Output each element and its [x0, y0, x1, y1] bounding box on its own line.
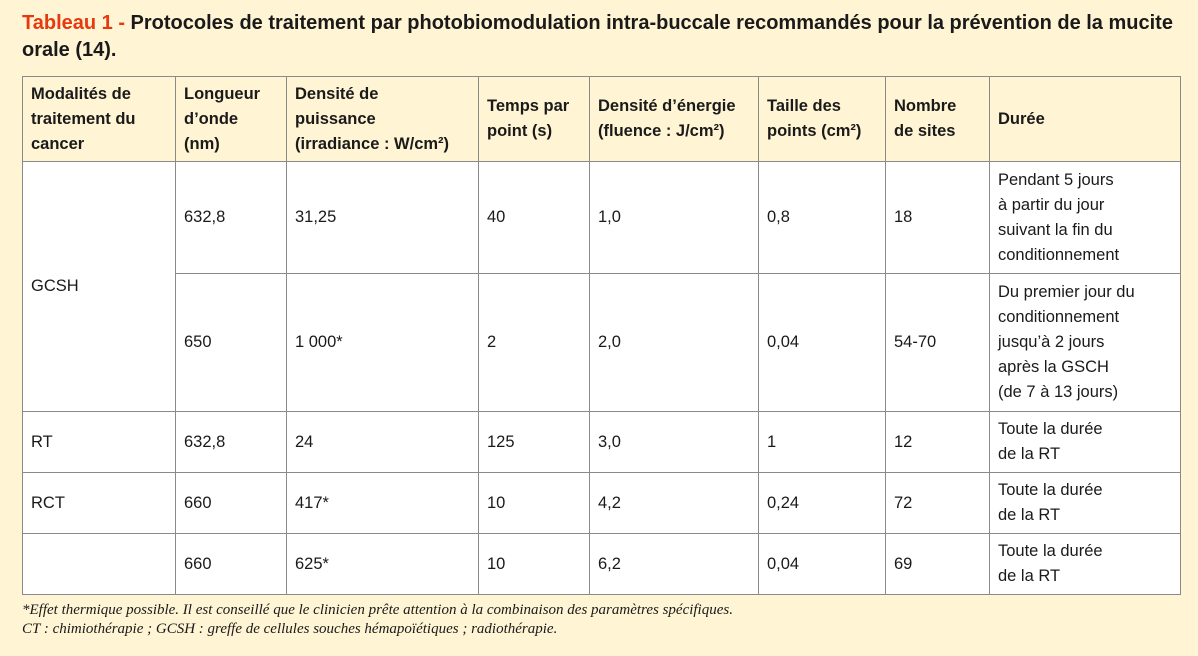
cell-sites: 72	[885, 472, 990, 534]
footnote-abbreviations: CT : chimiothérapie ; GCSH : greffe de c…	[22, 621, 558, 637]
header-fluence: Densité d’énergie (fluence : J/cm²)	[589, 76, 759, 162]
cell-sites: 12	[885, 411, 990, 473]
cell-duration: Toute la durée de la RT	[989, 472, 1181, 534]
cell-spot-size: 0,24	[758, 472, 886, 534]
cell-time: 2	[478, 273, 590, 412]
cell-irradiance: 31,25	[286, 161, 479, 274]
cell-fluence: 2,0	[589, 273, 759, 412]
cell-spot-size: 0,04	[758, 533, 886, 595]
protocol-table: Modalités de traitement du cancer Longue…	[22, 76, 1181, 595]
cell-wavelength: 650	[175, 273, 287, 412]
cell-spot-size: 0,04	[758, 273, 886, 412]
cell-modality: RCT	[22, 472, 176, 534]
cell-time: 10	[478, 472, 590, 534]
cell-sites: 18	[885, 161, 990, 274]
footnotes: *Effet thermique possible. Il est consei…	[22, 601, 1182, 639]
cell-sites: 69	[885, 533, 990, 595]
table-row: 660 625* 10 6,2 0,04 69 Toute la durée d…	[22, 533, 1181, 595]
cell-time: 40	[478, 161, 590, 274]
header-spot-size: Taille des points (cm²)	[758, 76, 886, 162]
cell-duration: Du premier jour du conditionnement jusqu…	[989, 273, 1181, 412]
cell-fluence: 6,2	[589, 533, 759, 595]
header-duration: Durée	[989, 76, 1181, 162]
footnote-thermal: *Effet thermique possible. Il est consei…	[22, 602, 733, 618]
cell-wavelength: 632,8	[175, 411, 287, 473]
header-sites: Nombre de sites	[885, 76, 990, 162]
header-modality: Modalités de traitement du cancer	[22, 76, 176, 162]
cell-time: 125	[478, 411, 590, 473]
table-row: RCT 660 417* 10 4,2 0,24 72 Toute la dur…	[22, 472, 1181, 534]
caption-label: Tableau 1 -	[22, 12, 131, 34]
header-row: Modalités de traitement du cancer Longue…	[22, 76, 1181, 162]
cell-fluence: 4,2	[589, 472, 759, 534]
cell-wavelength: 660	[175, 533, 287, 595]
cell-spot-size: 1	[758, 411, 886, 473]
table-row: GCSH 632,8 31,25 40 1,0 0,8 18 Pendant 5…	[22, 161, 1181, 412]
cell-wavelength: 660	[175, 472, 287, 534]
cell-irradiance: 24	[286, 411, 479, 473]
header-time: Temps par point (s)	[478, 76, 590, 162]
cell-irradiance: 1 000*	[286, 273, 479, 412]
table-row: 650 1 000* 2 2,0 0,04 54-70 Du premier j…	[23, 273, 1181, 412]
cell-irradiance: 417*	[286, 472, 479, 534]
header-irradiance: Densité de puissance (irradiance : W/cm²…	[286, 76, 479, 162]
cell-modality: GCSH	[22, 161, 176, 412]
table-row: RT 632,8 24 125 3,0 1 12 Toute la durée …	[22, 411, 1181, 473]
caption-title: Protocoles de traitement par photobiomod…	[22, 12, 1173, 61]
cell-fluence: 3,0	[589, 411, 759, 473]
cell-sites: 54-70	[885, 273, 990, 412]
table-caption: Tableau 1 - Protocoles de traitement par…	[22, 10, 1192, 64]
cell-wavelength: 632,8	[175, 161, 287, 274]
cell-time: 10	[478, 533, 590, 595]
cell-modality: RT	[22, 411, 176, 473]
cell-modality	[22, 533, 176, 595]
cell-duration: Pendant 5 jours à partir du jour suivant…	[989, 161, 1181, 274]
cell-spot-size: 0,8	[758, 161, 886, 274]
header-wavelength: Longueur d’onde (nm)	[175, 76, 287, 162]
cell-duration: Toute la durée de la RT	[989, 533, 1181, 595]
cell-irradiance: 625*	[286, 533, 479, 595]
cell-fluence: 1,0	[589, 161, 759, 274]
cell-duration: Toute la durée de la RT	[989, 411, 1181, 473]
